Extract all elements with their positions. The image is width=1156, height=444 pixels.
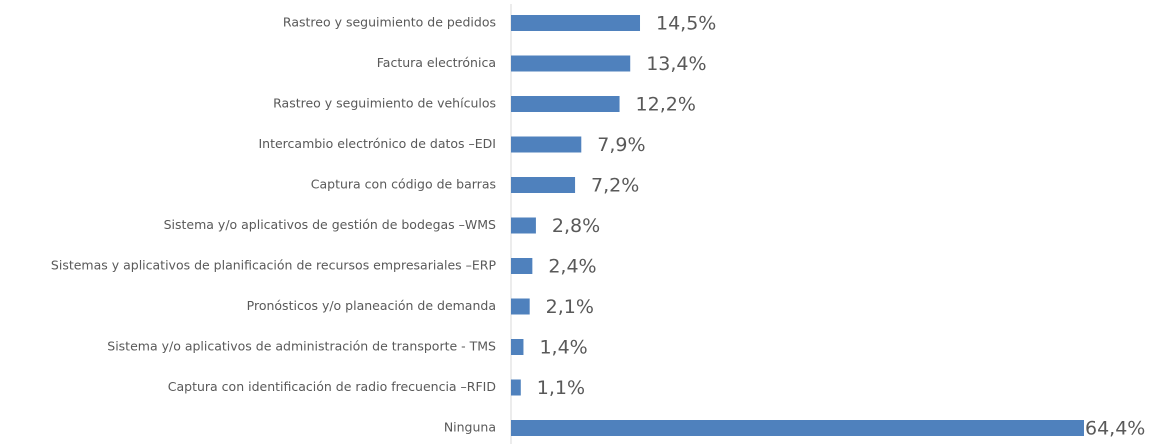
- category-label: Intercambio electrónico de datos –EDI: [258, 136, 496, 151]
- bar: [511, 177, 576, 193]
- value-label: 1,1%: [537, 377, 585, 399]
- bar: [511, 96, 620, 112]
- bar: [511, 217, 536, 234]
- value-label: 1,4%: [539, 337, 587, 359]
- category-label: Sistema y/o aplicativos de gestión de bo…: [164, 217, 496, 232]
- category-label: Rastreo y seguimiento de pedidos: [283, 15, 496, 30]
- value-label: 2,1%: [546, 296, 594, 318]
- value-label: 64,4%: [1085, 418, 1145, 440]
- bar: [511, 136, 582, 153]
- value-label: 2,8%: [552, 215, 600, 237]
- bar: [511, 15, 641, 31]
- bar: [511, 339, 524, 355]
- category-label: Sistemas y aplicativos de planificación …: [51, 258, 497, 273]
- category-label: Ninguna: [444, 420, 496, 435]
- category-label: Rastreo y seguimiento de vehículos: [273, 96, 496, 111]
- value-label: 14,5%: [656, 13, 716, 35]
- bar: [511, 379, 521, 396]
- bar: [511, 298, 530, 315]
- value-label: 2,4%: [548, 256, 596, 278]
- bar: [511, 55, 631, 72]
- value-label: 12,2%: [636, 94, 696, 116]
- value-label: 7,2%: [591, 175, 639, 197]
- category-label: Sistema y/o aplicativos de administració…: [107, 339, 496, 354]
- bar: [511, 258, 533, 274]
- category-label: Factura electrónica: [377, 55, 496, 70]
- category-label: Captura con identificación de radio frec…: [168, 379, 496, 394]
- category-label: Pronósticos y/o planeación de demanda: [247, 298, 496, 313]
- bar: [511, 420, 1084, 436]
- value-label: 13,4%: [646, 53, 706, 75]
- value-label: 7,9%: [597, 134, 645, 156]
- category-label: Captura con código de barras: [311, 177, 496, 192]
